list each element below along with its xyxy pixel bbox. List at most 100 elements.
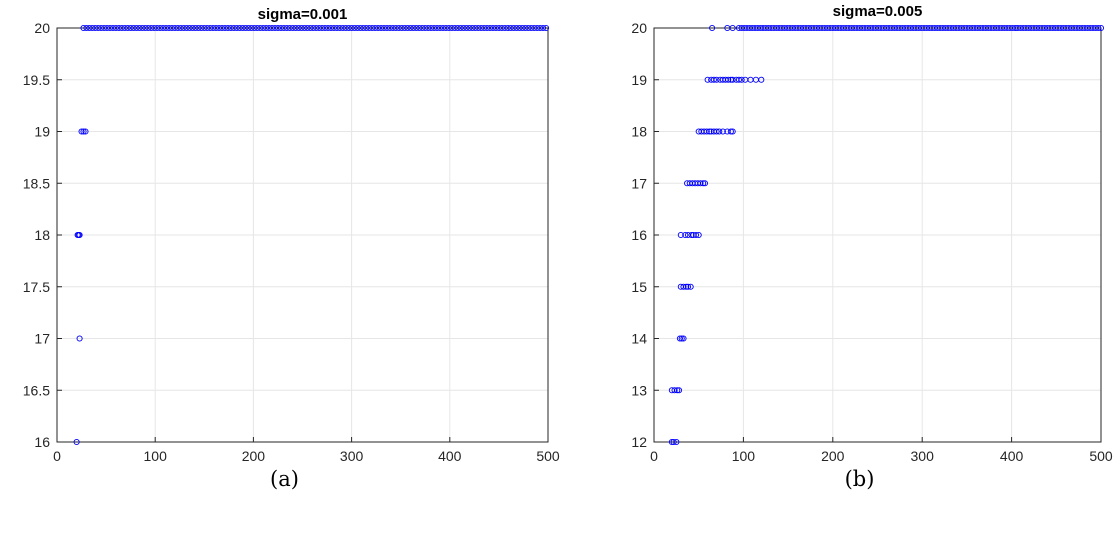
data-point xyxy=(1095,24,1102,32)
data-point xyxy=(142,24,149,32)
data-point xyxy=(413,24,420,32)
data-point xyxy=(360,24,367,32)
data-point xyxy=(354,24,361,32)
data-point xyxy=(510,24,517,32)
data-point xyxy=(76,335,83,342)
x-tick-label: 100 xyxy=(144,448,168,464)
data-point xyxy=(283,24,290,32)
data-point xyxy=(713,76,720,83)
y-tick-label: 19 xyxy=(34,124,50,140)
data-point xyxy=(157,24,164,32)
x-tick-label: 0 xyxy=(53,448,61,464)
data-point xyxy=(195,24,202,32)
data-point xyxy=(130,24,137,32)
data-point xyxy=(118,24,125,32)
data-point xyxy=(289,24,296,32)
data-point xyxy=(668,438,675,446)
data-point xyxy=(684,283,692,290)
data-point xyxy=(380,24,388,32)
y-tick-label: 12 xyxy=(631,434,647,450)
data-point xyxy=(78,128,85,135)
data-point xyxy=(121,24,128,32)
x-tick-label: 200 xyxy=(242,448,266,464)
data-point xyxy=(277,24,284,32)
data-point xyxy=(375,24,382,32)
data-point xyxy=(133,24,140,32)
data-point xyxy=(703,128,710,135)
data-point xyxy=(758,76,765,83)
chart-title: sigma=0.001 xyxy=(258,6,348,23)
data-point xyxy=(260,24,267,32)
data-point xyxy=(239,24,246,32)
data-point xyxy=(127,24,134,32)
data-point xyxy=(504,24,511,32)
data-point xyxy=(383,24,391,32)
data-point xyxy=(369,24,376,32)
data-point xyxy=(162,24,170,32)
data-point xyxy=(104,24,111,32)
data-point xyxy=(124,24,131,32)
data-point xyxy=(719,128,726,135)
axes-box xyxy=(56,27,549,443)
chart-title: sigma=0.005 xyxy=(833,3,923,20)
data-point xyxy=(257,24,264,32)
data-point xyxy=(710,76,717,83)
data-point xyxy=(448,24,455,32)
data-point xyxy=(148,24,155,32)
y-tick-label: 19.5 xyxy=(23,72,50,88)
data-point xyxy=(115,24,122,32)
data-point xyxy=(472,24,479,32)
data-point xyxy=(218,24,226,32)
data-point xyxy=(221,24,228,32)
data-point xyxy=(183,24,190,32)
data-point xyxy=(92,24,99,32)
data-point xyxy=(280,24,287,32)
data-point xyxy=(165,24,172,32)
data-point xyxy=(395,24,402,32)
data-point xyxy=(445,24,452,32)
data-point xyxy=(76,231,83,239)
data-point xyxy=(442,24,449,32)
data-point xyxy=(738,76,745,83)
data-point xyxy=(242,24,249,32)
data-point xyxy=(516,24,523,32)
data-point xyxy=(498,24,505,32)
y-tick-label: 18 xyxy=(34,227,50,243)
data-point xyxy=(416,24,423,32)
y-tick-label: 15 xyxy=(631,279,647,295)
data-point xyxy=(513,24,520,32)
data-point xyxy=(704,76,711,83)
data-point xyxy=(236,24,243,32)
data-point xyxy=(671,387,678,394)
data-point xyxy=(151,24,158,32)
data-point xyxy=(269,24,276,32)
data-point xyxy=(213,24,220,32)
data-point xyxy=(227,24,234,32)
data-point xyxy=(534,24,541,32)
x-tick-label: 500 xyxy=(536,448,560,464)
data-point xyxy=(425,24,432,32)
data-point xyxy=(713,128,720,135)
data-point xyxy=(109,24,117,32)
data-point xyxy=(95,24,102,32)
data-point xyxy=(392,24,399,32)
data-point xyxy=(540,24,547,32)
y-tick-label: 20 xyxy=(34,20,50,36)
data-point xyxy=(484,24,491,32)
data-point xyxy=(248,24,255,32)
data-point xyxy=(1097,24,1105,32)
data-point xyxy=(304,24,311,32)
data-point xyxy=(80,128,87,135)
data-point xyxy=(189,24,196,32)
data-point xyxy=(372,24,379,32)
data-point xyxy=(357,24,364,32)
data-point xyxy=(204,24,211,32)
data-point xyxy=(160,24,167,32)
y-tick-label: 17.5 xyxy=(23,279,50,295)
data-point xyxy=(475,24,482,32)
data-point xyxy=(688,231,695,239)
x-tick-label: 200 xyxy=(821,448,845,464)
data-point xyxy=(263,24,270,32)
data-point xyxy=(82,128,89,135)
